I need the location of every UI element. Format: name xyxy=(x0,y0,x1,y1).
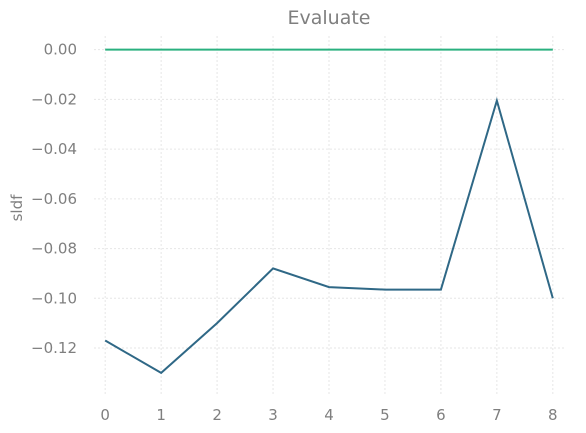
chart-title: Evaluate xyxy=(288,7,371,29)
x-tick-label: 0 xyxy=(100,406,110,424)
y-axis-ticks: 0.00 −0.02 −0.04 −0.06 −0.08 −0.10 −0.12 xyxy=(31,41,77,357)
series-line-2 xyxy=(104,97,554,375)
y-tick-label: −0.04 xyxy=(31,140,77,158)
y-tick-label: −0.12 xyxy=(31,339,77,357)
x-tick-label: 2 xyxy=(212,406,222,424)
grid xyxy=(94,36,564,394)
y-tick-label: −0.10 xyxy=(31,289,77,307)
x-tick-label: 8 xyxy=(548,406,558,424)
x-tick-label: 3 xyxy=(268,406,278,424)
x-tick-label: 4 xyxy=(324,406,334,424)
y-tick-label: 0.00 xyxy=(44,41,77,59)
y-tick-label: −0.02 xyxy=(31,90,77,108)
series-layer xyxy=(104,48,554,375)
y-tick-label: −0.06 xyxy=(31,190,77,208)
x-tick-label: 5 xyxy=(380,406,390,424)
x-tick-label: 1 xyxy=(156,406,166,424)
y-axis-label: sldf xyxy=(8,194,26,222)
x-axis-ticks: 0 1 2 3 4 5 6 7 8 xyxy=(100,406,557,424)
x-tick-label: 6 xyxy=(436,406,446,424)
y-tick-label: −0.08 xyxy=(31,240,77,258)
x-tick-label: 7 xyxy=(492,406,502,424)
